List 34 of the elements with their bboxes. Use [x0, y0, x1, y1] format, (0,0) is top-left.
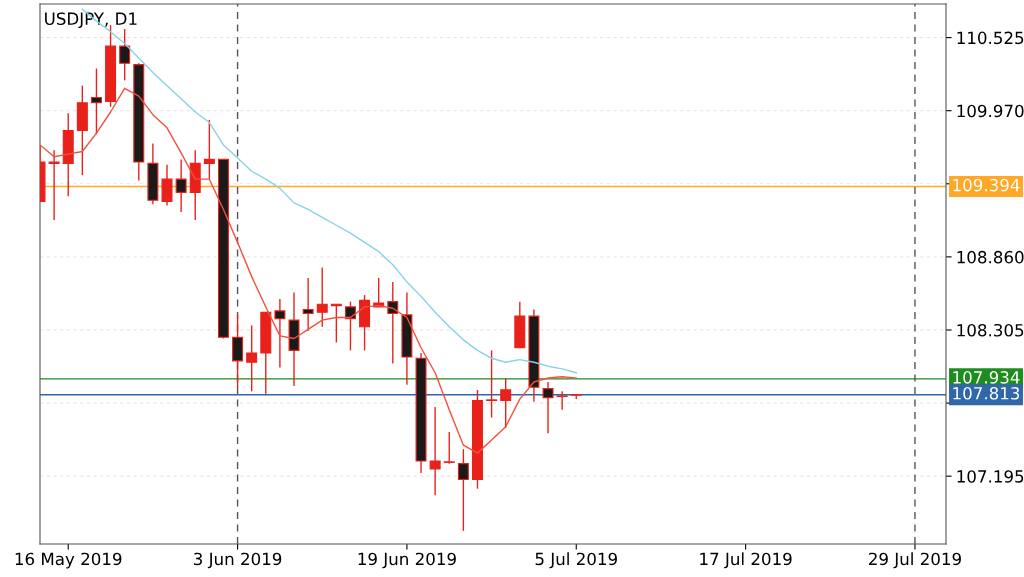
x-tick-label: 19 Jun 2019: [358, 552, 456, 569]
candlestick: [48, 149, 60, 221]
y-tick-label: 108.305: [957, 323, 1024, 337]
candlestick: [443, 431, 455, 465]
x-tick-label: 5 Jul 2019: [535, 552, 617, 569]
x-tick-label: 3 Jun 2019: [194, 552, 282, 569]
candlestick: [542, 381, 554, 435]
candlestick: [316, 266, 328, 328]
x-tick-label: 16 May 2019: [15, 552, 122, 569]
x-tick-label: 17 Jul 2019: [700, 552, 792, 569]
chart-title: USDJPY, D1: [45, 12, 137, 29]
candlestick: [429, 406, 441, 496]
line-series: [40, 87, 577, 454]
candlestick: [344, 300, 356, 352]
y-tick-label: 109.970: [957, 104, 1024, 118]
candlestick: [161, 163, 173, 207]
candlestick: [457, 448, 469, 532]
y-tick-label: 107.195: [957, 470, 1024, 483]
candlestick: [556, 390, 568, 411]
y-tick-label: 110.525: [957, 31, 1024, 45]
candlestick: [119, 28, 131, 82]
candlestick: [203, 119, 215, 180]
x-tick-label: 29 Jul 2019: [869, 552, 961, 569]
ref-line-label: 107.934: [953, 371, 1020, 384]
y-tick-label: 108.860: [957, 250, 1024, 264]
candlestick: [232, 314, 244, 388]
candlestick: [175, 158, 187, 213]
candlestick: [274, 298, 286, 369]
ref-line-label: 107.813: [953, 387, 1020, 400]
candlestick: [500, 377, 512, 429]
ref-line-label: 109.394: [953, 178, 1020, 192]
candlestick: [302, 277, 314, 332]
candlestick: [486, 349, 498, 419]
candlestick: [246, 324, 258, 392]
